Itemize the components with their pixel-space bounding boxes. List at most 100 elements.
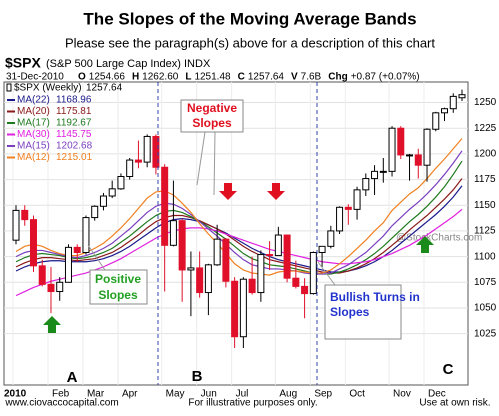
candle-body [82,217,90,254]
y-tick-label: 1075 [474,277,497,288]
up-arrow [43,316,61,333]
candle-body [161,166,169,246]
candle-body [99,195,107,207]
candle-body [47,283,55,293]
down-arrow [267,183,285,200]
candle-body [274,234,282,257]
candle-body [12,209,20,241]
annotation: Slopes [98,288,138,302]
legend: $SPX (Weekly) 1257.64 MA(22) 1168.96 MA(20) 1… [6,83,123,163]
chart-title: The Slopes of the Moving Average Bands [83,9,416,28]
candle-body [248,278,256,294]
candle-body [336,206,344,232]
legend-label: MA(22) [17,95,50,106]
annotation: Positive [95,272,141,286]
up-arrow [416,236,434,253]
candle-body [423,128,431,166]
x-tick-label: Mar [87,389,105,400]
candle-body [56,281,64,293]
candle-body [292,277,300,287]
quote-value: 7.6B [301,72,322,83]
candle-body [406,154,414,157]
candle-body [362,178,370,191]
legend-value: 1175.81 [56,106,92,117]
x-tick-label: Jul [236,389,249,400]
candle-body [178,220,186,271]
ma-line [15,138,463,276]
candle-body [29,219,37,267]
x-tick-label: 2010 [4,389,27,400]
legend-value: 1145.75 [56,129,92,140]
candle-body [21,209,29,221]
candle-body [379,170,387,173]
candle-body [309,252,317,295]
candle-body [222,238,230,282]
x-tick-label: Apr [122,389,138,400]
candle-body [239,278,247,338]
x-tick-label: Nov [393,389,411,400]
candle-body [169,220,177,246]
watermark: @StockCharts.com [396,233,482,244]
y-tick-label: 1225 [474,123,497,134]
ma-line [15,150,463,275]
legend-value: 1257.64 [86,83,123,94]
quote-date: 31-Dec-2010 [6,72,64,83]
quote-label: O [78,72,86,83]
candle-body [152,135,160,168]
candle-body [213,238,221,266]
y-tick-label: 1175 [474,174,496,185]
y-tick-label: 1100 [474,251,496,262]
candle-body [266,254,274,257]
y-tick-label: 1200 [474,149,497,160]
candle-body [134,159,142,163]
quote-label: Chg [328,72,347,83]
legend-value: 1215.01 [56,152,93,163]
candle-body [108,188,116,197]
candle-body [231,280,239,338]
candle-body [441,108,449,114]
candle-body [388,127,396,172]
x-tick-label: Dec [428,389,446,400]
candle-body [458,94,466,99]
quote-value: 1257.64 [248,72,285,83]
candle-body [64,246,72,283]
candle-body [344,206,352,210]
candle-body [143,135,151,163]
annotation: Slopes [192,116,232,130]
annotation: Bullish Turns in [330,290,420,304]
wave-letter: C [443,361,454,378]
candle-body [432,112,440,130]
ma-line [15,185,463,273]
legend-label: $SPX (Weekly) [14,83,82,94]
quote-value: 1254.66 [89,72,126,83]
candle-body [204,264,212,294]
down-arrow [219,183,237,200]
candle-body [73,246,81,254]
y-tick-label: 1150 [474,200,496,211]
annotation-box [180,99,244,133]
ma-line [15,178,463,274]
candle-body [257,254,265,294]
legend-label: MA(12) [17,152,50,163]
callout-line [87,244,106,271]
footer: Use at own risk. [419,398,490,409]
callout-line [317,261,336,286]
y-tick-label: 1250 [474,97,497,108]
candle-body [126,159,134,177]
annotation: Negative [187,101,237,115]
candle-body [353,189,361,210]
wave-letter: A [67,369,78,386]
candle-body [318,245,326,254]
footer: For illustrative purposes only. [188,398,317,409]
annotation-box [89,269,148,305]
annotation: Slopes [330,305,370,319]
candle-body [414,154,422,166]
candle-body [449,95,457,110]
candle-body [91,205,99,219]
legend-value: 1202.68 [56,141,93,152]
legend-swatch [6,83,12,92]
footer: www.ciovaccocapital.com [4,398,118,409]
x-tick-label: Feb [52,389,70,400]
candle-body [327,230,335,247]
